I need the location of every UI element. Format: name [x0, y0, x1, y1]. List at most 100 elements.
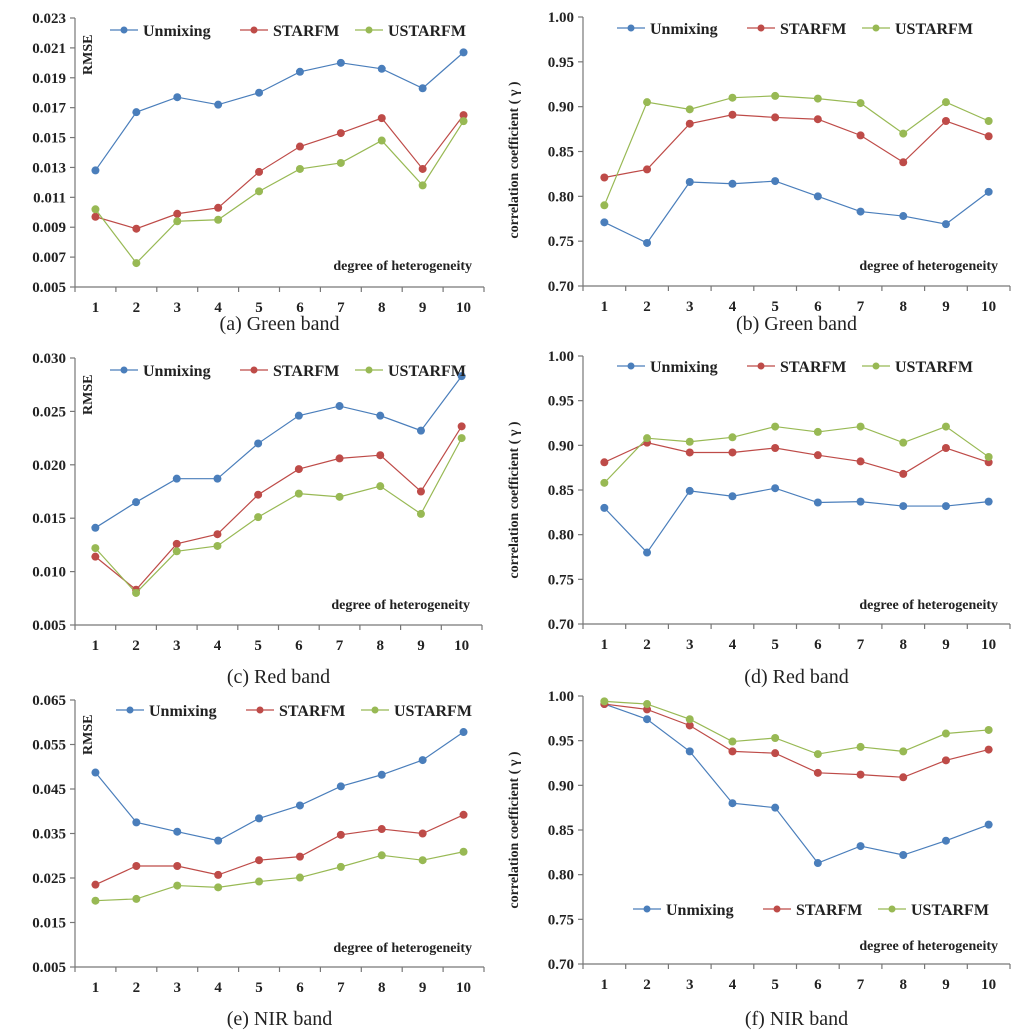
x-tick-label: 10: [981, 637, 996, 653]
data-point-starfm: [91, 212, 100, 221]
data-point-unmixing: [295, 801, 304, 810]
legend-marker: [627, 362, 635, 370]
x-tick-label: 8: [377, 638, 385, 654]
data-point-ustarfm: [813, 94, 822, 103]
x-axis-title: degree of heterogeneity: [859, 259, 998, 274]
data-point-starfm: [335, 454, 344, 463]
x-tick-label: 8: [900, 299, 908, 315]
data-point-ustarfm: [213, 541, 222, 550]
data-point-starfm: [941, 444, 950, 453]
y-tick-label: 0.025: [32, 404, 66, 420]
data-point-ustarfm: [813, 427, 822, 436]
data-point-starfm: [214, 203, 223, 212]
data-point-ustarfm: [132, 259, 141, 268]
legend-marker: [757, 24, 765, 32]
data-point-ustarfm: [173, 881, 182, 890]
legend-label: STARFM: [273, 363, 339, 380]
data-point-starfm: [728, 747, 737, 756]
data-point-ustarfm: [728, 93, 737, 102]
data-point-starfm: [856, 457, 865, 466]
legend-item-ustarfm: USTARFM: [862, 21, 973, 38]
series-line-ustarfm: [95, 851, 464, 902]
data-point-unmixing: [173, 93, 182, 102]
data-point-ustarfm: [685, 715, 694, 724]
data-point-unmixing: [728, 492, 737, 501]
data-point-ustarfm: [418, 856, 427, 865]
legend-marker: [365, 366, 373, 374]
data-point-unmixing: [172, 474, 181, 483]
x-tick-label: 3: [174, 980, 182, 996]
legend-label: STARFM: [796, 902, 862, 919]
x-tick-label: 9: [419, 300, 427, 316]
legend-item-starfm: STARFM: [763, 902, 862, 919]
data-point-unmixing: [643, 238, 652, 247]
y-axis-title: correlation coefficient ( γ ): [507, 751, 522, 908]
legend-item-starfm: STARFM: [240, 23, 339, 40]
data-point-starfm: [376, 451, 385, 460]
x-tick-label: 10: [456, 300, 471, 316]
data-point-ustarfm: [856, 99, 865, 108]
legend-item-unmixing: Unmixing: [116, 703, 217, 720]
data-point-starfm: [172, 539, 181, 548]
x-tick-label: 7: [857, 299, 865, 315]
legend-marker: [872, 362, 880, 370]
x-tick-label: 6: [814, 977, 822, 993]
data-point-ustarfm: [418, 181, 427, 190]
x-tick-label: 7: [857, 977, 865, 993]
x-tick-label: 1: [601, 299, 609, 315]
legend-label: Unmixing: [650, 21, 718, 38]
data-point-starfm: [728, 110, 737, 119]
data-point-ustarfm: [377, 136, 386, 145]
y-tick-label: 0.75: [548, 572, 574, 588]
data-point-starfm: [813, 451, 822, 460]
y-tick-label: 0.015: [32, 916, 66, 932]
x-tick-label: 6: [296, 980, 304, 996]
data-point-unmixing: [771, 484, 780, 493]
data-point-unmixing: [984, 187, 993, 196]
data-point-ustarfm: [984, 117, 993, 126]
data-point-unmixing: [132, 498, 141, 507]
y-tick-label: 0.015: [32, 131, 66, 147]
series-line-starfm: [604, 442, 989, 475]
data-point-unmixing: [377, 64, 386, 73]
data-point-unmixing: [856, 207, 865, 216]
legend-item-starfm: STARFM: [747, 21, 846, 38]
data-point-unmixing: [418, 84, 427, 93]
y-tick-label: 0.80: [548, 528, 574, 544]
legend-label: STARFM: [273, 23, 339, 40]
legend-marker: [872, 24, 880, 32]
data-point-starfm: [416, 487, 425, 496]
legend-label: Unmixing: [143, 363, 211, 380]
x-tick-label: 9: [419, 980, 427, 996]
y-tick-label: 0.90: [548, 100, 574, 116]
data-point-unmixing: [132, 818, 141, 827]
data-point-unmixing: [771, 803, 780, 812]
legend-marker: [256, 706, 264, 714]
data-point-starfm: [856, 131, 865, 140]
y-tick-label: 0.95: [548, 55, 574, 71]
chart-panel-d: 0.70 0.75 0.80 0.85 0.90 0.95 1.00 1 2 3 4 5 6 7 8 9 10 d…: [507, 349, 1011, 688]
y-tick-label: 0.019: [32, 71, 66, 87]
x-tick-label: 4: [214, 300, 222, 316]
data-point-ustarfm: [214, 883, 223, 892]
series-line-starfm: [95, 814, 464, 886]
data-point-starfm: [459, 111, 468, 120]
data-point-unmixing: [984, 820, 993, 829]
series-line-ustarfm: [94, 120, 465, 265]
data-point-unmixing: [91, 166, 100, 175]
data-point-unmixing: [336, 58, 345, 67]
data-point-starfm: [377, 114, 386, 123]
x-tick-label: 7: [857, 637, 865, 653]
data-point-ustarfm: [941, 98, 950, 107]
data-point-ustarfm: [728, 433, 737, 442]
x-tick-label: 3: [686, 637, 694, 653]
data-point-ustarfm: [899, 747, 908, 756]
x-tick-label: 10: [981, 977, 996, 993]
y-tick-label: 0.025: [32, 871, 66, 887]
y-tick-label: 0.065: [32, 693, 66, 709]
x-tick-label: 5: [771, 977, 779, 993]
data-point-starfm: [418, 829, 427, 838]
data-point-starfm: [459, 810, 468, 819]
series-line-ustarfm: [604, 700, 989, 755]
x-tick-label: 2: [133, 980, 141, 996]
